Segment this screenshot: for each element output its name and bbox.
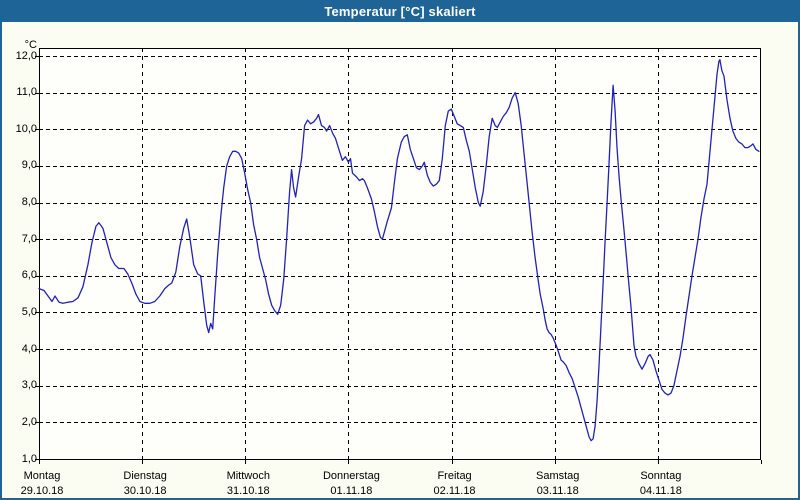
- plot-area: [35, 48, 762, 464]
- x-date-label: 04.11.18: [639, 485, 682, 497]
- y-tick-label: 6,0: [21, 269, 37, 282]
- temperature-chart: [35, 48, 762, 464]
- plot-border: [39, 48, 761, 460]
- x-date-label: 01.11.18: [330, 485, 373, 497]
- y-tick-label: 3,0: [21, 379, 37, 392]
- x-day-label: Dienstag: [123, 470, 167, 482]
- temperature-line: [38, 59, 760, 442]
- x-date-label: 30.10.18: [123, 485, 167, 497]
- y-tick-label: 11,0: [16, 86, 37, 99]
- x-day-label: Mittwoch: [226, 470, 270, 482]
- y-tick-label: 8,0: [21, 196, 37, 209]
- y-tick-label: 5,0: [21, 305, 37, 318]
- y-tick-label: 7,0: [21, 232, 37, 245]
- y-tick-label: 12,0: [15, 49, 37, 62]
- x-day-label: Montag: [23, 470, 61, 482]
- y-tick-label: 9,0: [21, 159, 37, 172]
- x-day-label: Samstag: [535, 470, 580, 482]
- x-date-label: 02.11.18: [433, 485, 476, 497]
- x-day-label: Donnerstag: [322, 470, 380, 482]
- title-bar: Temperatur [°C] skaliert: [2, 0, 798, 22]
- y-tick-label: 2,0: [21, 415, 37, 428]
- plot-background: [39, 48, 761, 460]
- y-axis-unit-label: °C: [24, 39, 37, 51]
- x-date-label: 03.11.18: [536, 485, 579, 497]
- y-tick-label: 10,0: [15, 122, 37, 135]
- x-day-label: Freitag: [437, 470, 472, 482]
- x-date-label: 29.10.18: [20, 485, 64, 497]
- y-tick-label: 1,0: [21, 452, 37, 465]
- x-date-label: 31.10.18: [226, 485, 270, 497]
- page-title: Temperatur [°C] skaliert: [324, 3, 476, 19]
- y-tick-label: 4,0: [21, 342, 37, 355]
- x-day-label: Sonntag: [640, 470, 682, 482]
